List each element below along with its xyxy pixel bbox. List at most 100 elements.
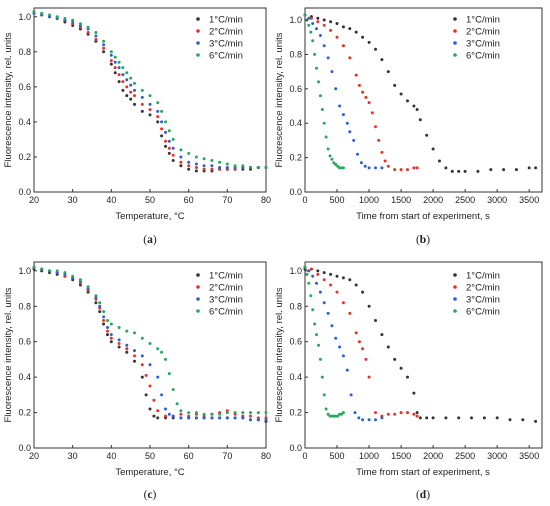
panel-a-series-3-point xyxy=(160,120,164,124)
panel-a-series-4-point xyxy=(194,155,198,159)
panel-b-series-1-point xyxy=(316,16,320,20)
panel-d-series-3-point xyxy=(374,418,377,422)
panel-a-y-axis-label: Fluorescence intensity, rel. units xyxy=(3,32,14,167)
panel-a-x-tick-label: 70 xyxy=(222,195,232,205)
panel-a-y-tick-label: 0.2 xyxy=(18,152,31,162)
panel-a-series-1-point xyxy=(179,164,183,168)
panel-b-series-3-point xyxy=(359,161,363,165)
panel-a-series-3-point xyxy=(94,34,98,38)
panel-d-series-2-point xyxy=(393,412,397,416)
panel-c-series-1-point xyxy=(133,359,136,363)
panel-b-y-tick-label: 0.6 xyxy=(289,84,302,94)
panel-c-series-4-point xyxy=(156,347,160,351)
panel-a-series-2-point xyxy=(202,167,206,171)
panel-c-series-4-point xyxy=(109,322,113,326)
panel-d-series-3-point xyxy=(311,274,315,278)
panel-d-series-1-point xyxy=(341,276,345,280)
panel-b-series-2-point xyxy=(364,95,368,99)
panel-c-series-3-point xyxy=(241,416,245,420)
panel-a-series-3-point xyxy=(121,73,125,77)
panel-b-series-1-legend-marker xyxy=(453,17,457,21)
panel-d-series-1-point xyxy=(361,290,365,294)
panel-c-series-4-point xyxy=(125,329,129,333)
panel-b-x-tick-label: 2000 xyxy=(423,195,443,205)
panel-b-series-4-legend-marker xyxy=(453,53,457,57)
panel-b-series-4-legend-label: 6°C/min xyxy=(466,51,500,62)
panel-a-series-3-point xyxy=(133,88,136,92)
panel-a-series-3-point xyxy=(202,164,206,168)
panel-d-series-2-point xyxy=(341,301,345,305)
panel-c-series-2-point xyxy=(117,342,121,345)
panel-c-x-tick-label: 30 xyxy=(68,451,78,461)
panel-b-series-2-point xyxy=(383,159,387,163)
panel-b-series-1-point xyxy=(431,147,435,151)
panel-c-series-4-point xyxy=(160,350,164,354)
panel-c-series-4-point xyxy=(63,271,67,275)
panel-b-y-tick-label: 0.4 xyxy=(289,118,302,128)
panel-a-series-3-point xyxy=(102,43,106,47)
panel-c-series-3-point xyxy=(194,416,198,420)
panel-b-series-1-point xyxy=(438,159,441,163)
panel-b-series-4-point xyxy=(326,147,330,151)
panel-d-y-tick-label: 0.8 xyxy=(289,301,302,311)
panel-b: 0 500 1000 1500 2000 2500 3000 3500 0.0 0.2 0.4 0.6… xyxy=(274,7,543,246)
panel-b-series-1-point xyxy=(489,168,493,172)
panel-c-series-4-point xyxy=(249,411,252,415)
panel-c-series-1-point xyxy=(125,350,129,354)
panel-a-series-1-point xyxy=(171,159,175,162)
panel-d-series-2-point xyxy=(357,340,361,344)
panel-a-series-4-point xyxy=(78,22,82,26)
panel-c-series-4-point xyxy=(78,278,82,282)
panel-b-series-1-point xyxy=(399,92,403,96)
panel-a-series-4-point xyxy=(233,164,237,168)
panel-d-series-4-point xyxy=(309,294,313,298)
panel-b-ticks: 0 500 1000 1500 2000 2500 3000 3500 0.0 0.2 0.4 0.6… xyxy=(289,15,539,205)
panel-d-series-2-point xyxy=(364,357,368,361)
panel-a-series-1-point xyxy=(156,120,160,124)
panel-c-series-1-point xyxy=(102,322,106,326)
panel-c-series-3-point xyxy=(249,418,252,422)
panel-d-series-4-point xyxy=(326,412,330,416)
panel-a-ticks: 20 30 40 50 60 70 80 0.0 0.2 0.4 0.6 0.8 1.0 xyxy=(18,12,271,205)
panel-d-series-4-point xyxy=(318,357,322,361)
panel-d-series-4-point xyxy=(336,414,340,418)
panel-a-series-4-point xyxy=(113,55,117,59)
panel-a-series-2-point xyxy=(156,115,160,119)
panel-b-series-1-point xyxy=(361,35,365,39)
panel-c-series-4-legend-label: 6°C/min xyxy=(209,307,243,318)
panel-b-series-1-point xyxy=(514,168,518,172)
panel-c-y-tick-label: 0.6 xyxy=(18,337,31,347)
panel-b-series-3-point xyxy=(338,104,342,108)
panel-a-series-4-point xyxy=(117,60,121,64)
panel-d-series-1-point xyxy=(495,416,499,420)
panel-d-series-1-point xyxy=(329,272,333,276)
panel-a-series-4-point xyxy=(264,166,268,169)
panel-d-y-tick-label: 0.4 xyxy=(289,372,302,382)
panel-b-series-3-legend-label: 3°C/min xyxy=(466,39,500,50)
panel-c-series-1-point xyxy=(98,310,102,314)
panel-b-y-axis-label: Fluorescence intensity, rel. units xyxy=(274,32,285,167)
panel-c-series-1-point xyxy=(152,414,156,418)
panel-a-series-4-point xyxy=(125,71,129,75)
panel-b-x-tick-label: 3000 xyxy=(487,195,507,205)
panel-a-series-1-point xyxy=(109,62,113,66)
panel-c-series-4-point xyxy=(241,411,245,415)
panel-d-x-tick-label: 1500 xyxy=(391,451,411,461)
panel-a-y-tick-label: 0.4 xyxy=(18,117,31,127)
panel-d-series-2-legend-marker xyxy=(453,285,457,289)
panel-c-series-3-legend-label: 3°C/min xyxy=(209,295,243,306)
panel-b-series-1-point xyxy=(348,27,352,31)
panel-a-series-4-point xyxy=(94,31,98,34)
panel-a-series-2-point xyxy=(109,59,113,63)
panel-c-series-2-point xyxy=(148,384,152,388)
panel-b-series-2-point xyxy=(380,150,384,154)
panel-d-x-tick-label: 3500 xyxy=(519,451,539,461)
panel-a-x-axis-label: Temperature, °C xyxy=(115,211,184,222)
panel-c-series-1-point xyxy=(109,340,113,344)
panel-c-series-4-point xyxy=(233,411,237,415)
panel-c-series-4-point xyxy=(194,411,198,415)
panel-a-series-3-point xyxy=(164,130,167,134)
panel-a-x-tick-label: 60 xyxy=(184,195,194,205)
